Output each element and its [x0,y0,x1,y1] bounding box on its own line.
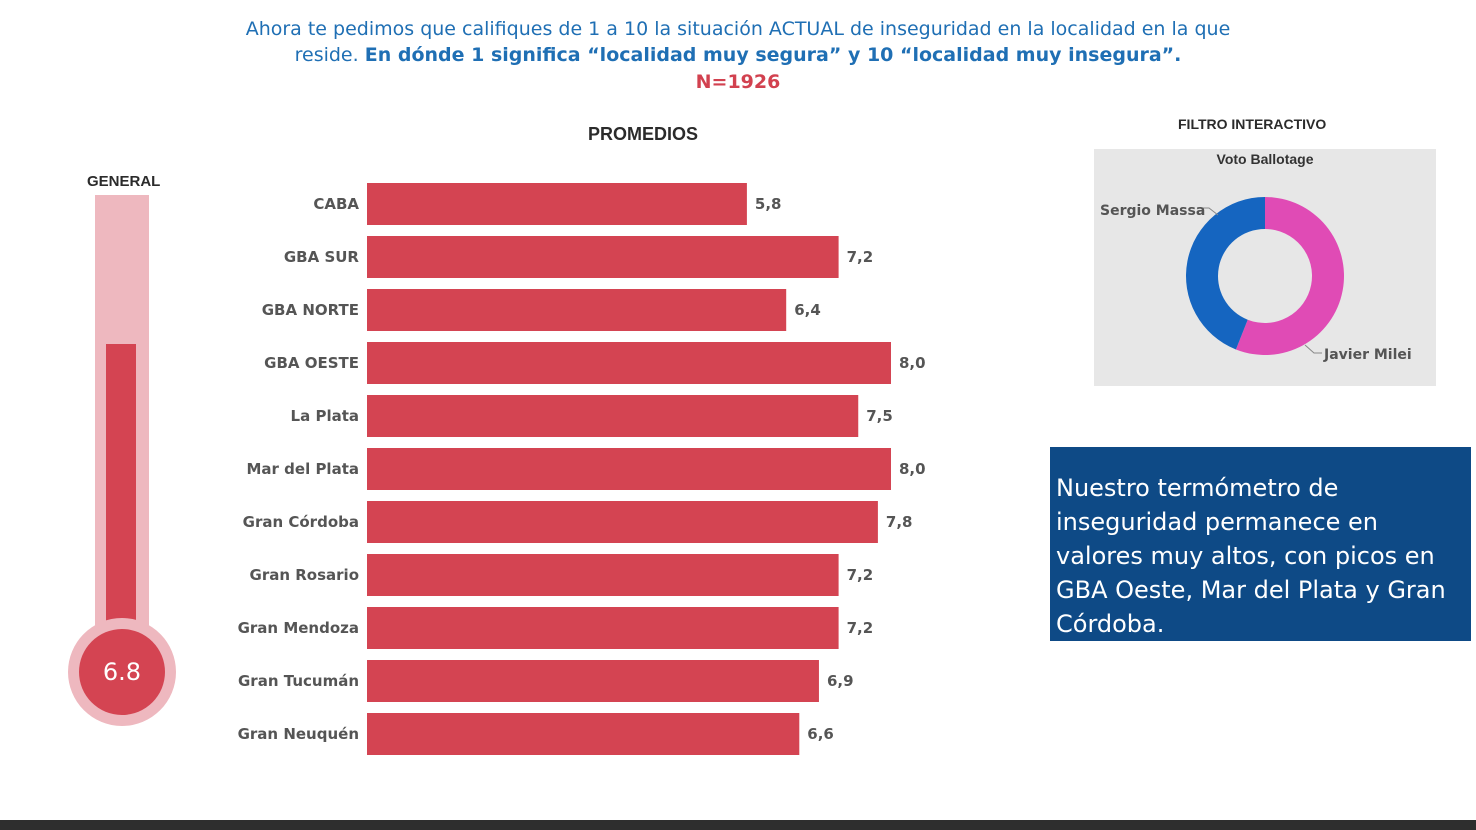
bar-0 [367,183,747,225]
category-label: CABA [313,195,359,213]
sample-size: N=1926 [695,71,781,93]
summary-text: Nuestro termómetro de inseguridad perman… [1056,474,1446,638]
bar-5 [367,448,891,490]
chart-title: PROMEDIOS [588,124,699,144]
bar-chart: CABA 5,8 GBA SUR 7,2 GBA NORTE 6,4 GBA OESTE 8,… [238,183,926,755]
bar-3 [367,342,891,384]
value-label: 7,2 [847,566,874,584]
bar-1 [367,236,839,278]
category-label: La Plata [291,407,359,425]
value-label: 7,5 [866,407,893,425]
category-label: Gran Rosario [250,566,359,584]
value-label: 7,8 [886,513,913,531]
milei-leader-line [1304,344,1322,354]
filter-panel[interactable]: Voto Ballotage Sergio Massa Javier Milei [1094,149,1436,386]
filter-panel-title: Voto Ballotage [1216,151,1314,167]
category-label: Gran Neuquén [238,725,359,743]
category-label: Gran Córdoba [243,513,359,531]
donut-label-massa: Sergio Massa [1100,203,1205,219]
category-label: GBA NORTE [262,301,359,319]
question-line-2: reside. En dónde 1 significa “localidad … [0,42,1476,68]
massa-leader-line [1199,207,1219,216]
bar-10 [367,713,800,755]
donut-segment-0[interactable] [1235,197,1344,355]
bar-2 [367,289,787,331]
bar-8 [367,607,839,649]
summary-box: Nuestro termómetro de inseguridad perman… [1050,447,1471,641]
filter-title: FILTRO INTERACTIVO [1178,116,1327,132]
question-bold: En dónde 1 significa “localidad muy segu… [364,44,1182,66]
question-line-1: Ahora te pedimos que califiques de 1 a 1… [245,18,1231,40]
value-label: 8,0 [899,460,926,478]
category-label: Gran Mendoza [238,619,359,637]
general-title: GENERAL [87,173,161,190]
value-label: 7,2 [847,619,874,637]
bar-4 [367,395,859,437]
bar-6 [367,501,878,543]
value-label: 7,2 [847,248,874,266]
bottom-bar [0,820,1476,830]
category-label: Mar del Plata [247,460,360,478]
category-label: GBA OESTE [264,354,359,372]
value-label: 8,0 [899,354,926,372]
value-label: 5,8 [755,195,782,213]
donut-label-milei: Javier Milei [1323,347,1412,363]
thermometer-bulb: 6.8 [79,629,165,715]
bar-9 [367,660,819,702]
value-label: 6,4 [794,301,821,319]
thermometer-fill [106,343,136,660]
value-label: 6,9 [827,672,854,690]
general-value: 6.8 [102,658,142,686]
question-header: Ahora te pedimos que califiques de 1 a 1… [0,16,1476,96]
question-plain-end: reside. [294,44,359,66]
donut-segment-1[interactable] [1186,197,1265,350]
category-label: Gran Tucumán [238,672,359,690]
value-label: 6,6 [807,725,834,743]
bar-7 [367,554,839,596]
category-label: GBA SUR [284,248,360,266]
donut-chart[interactable]: Sergio Massa Javier Milei [1094,149,1436,386]
